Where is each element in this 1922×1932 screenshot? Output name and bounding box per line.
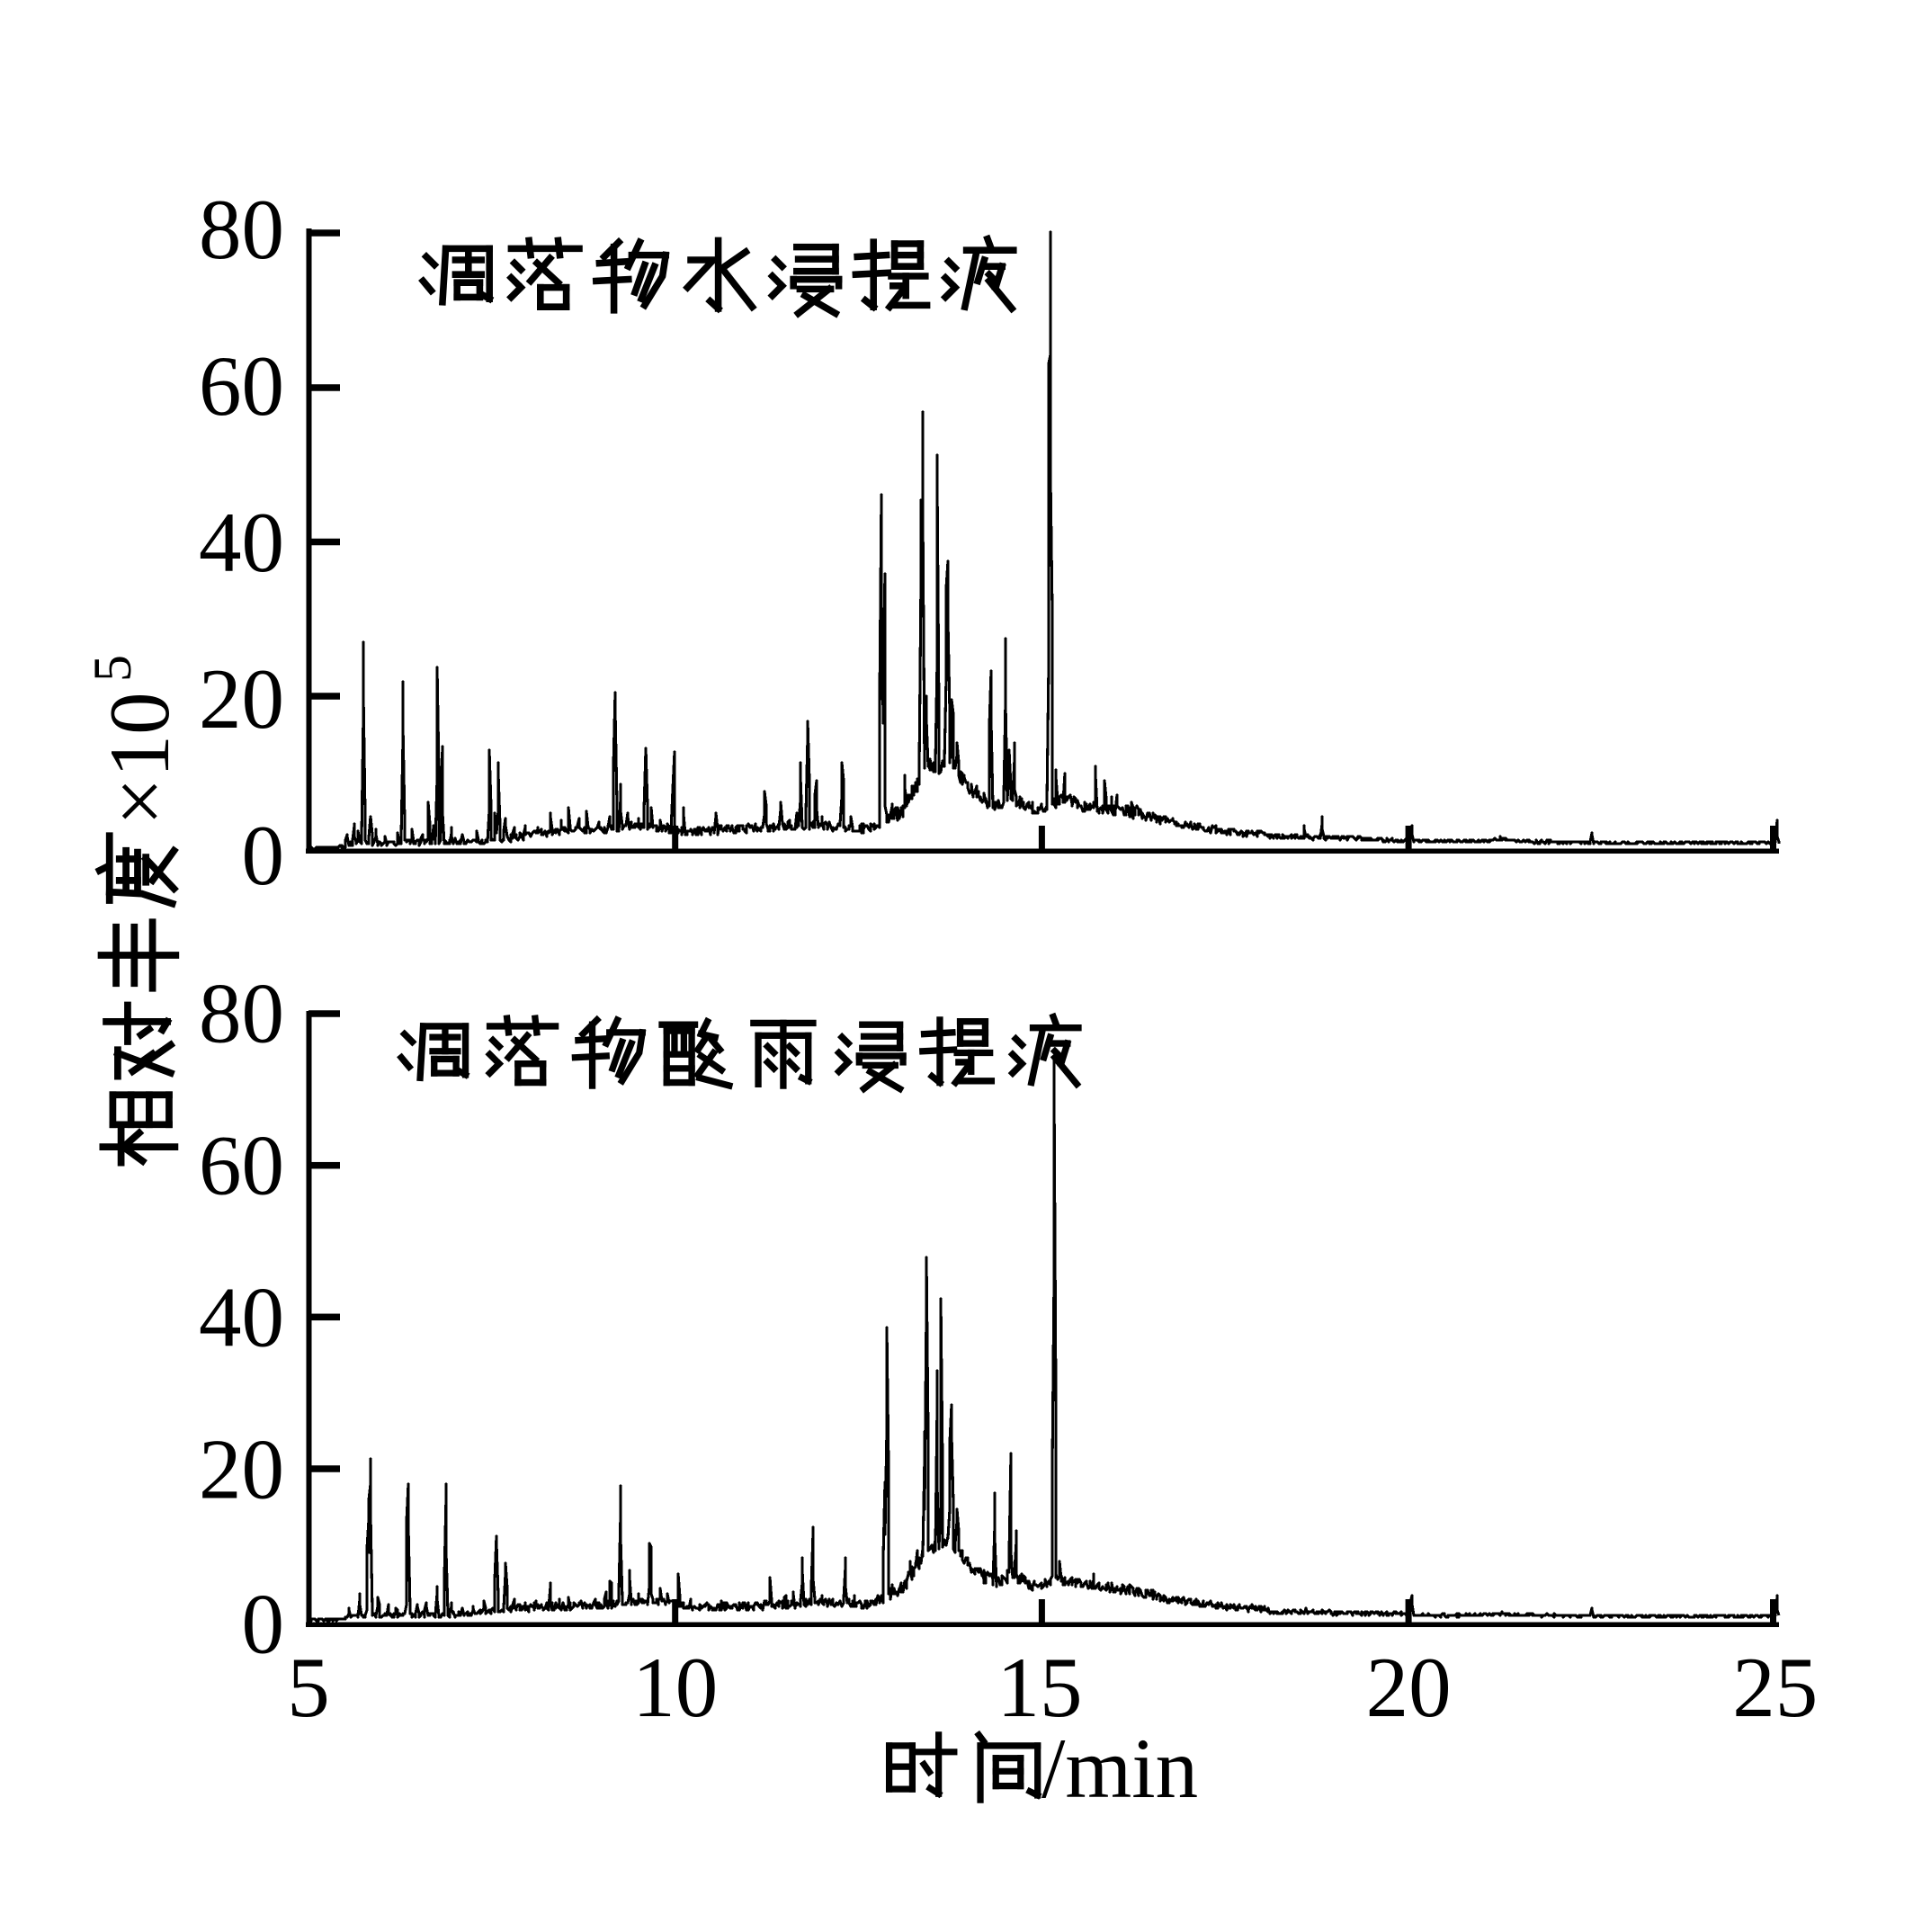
svg-text:80: 80 (199, 182, 284, 277)
svg-text:15: 15 (997, 1640, 1083, 1735)
svg-text:/min: /min (1041, 1721, 1198, 1816)
svg-text:40: 40 (199, 1270, 284, 1365)
svg-text:80: 80 (199, 966, 284, 1061)
svg-text:0: 0 (242, 1577, 285, 1672)
svg-text:60: 60 (199, 1118, 284, 1213)
svg-text:25: 25 (1732, 1640, 1818, 1735)
svg-text:×10: ×10 (92, 692, 187, 826)
svg-text:20: 20 (199, 1422, 284, 1517)
svg-text:0: 0 (242, 808, 285, 903)
svg-text:20: 20 (199, 651, 284, 747)
svg-text:60: 60 (199, 338, 284, 434)
svg-text:5: 5 (287, 1640, 330, 1735)
svg-text:5: 5 (83, 655, 142, 682)
svg-text:40: 40 (199, 495, 284, 590)
svg-text:10: 10 (632, 1640, 718, 1735)
svg-text:20: 20 (1366, 1640, 1452, 1735)
